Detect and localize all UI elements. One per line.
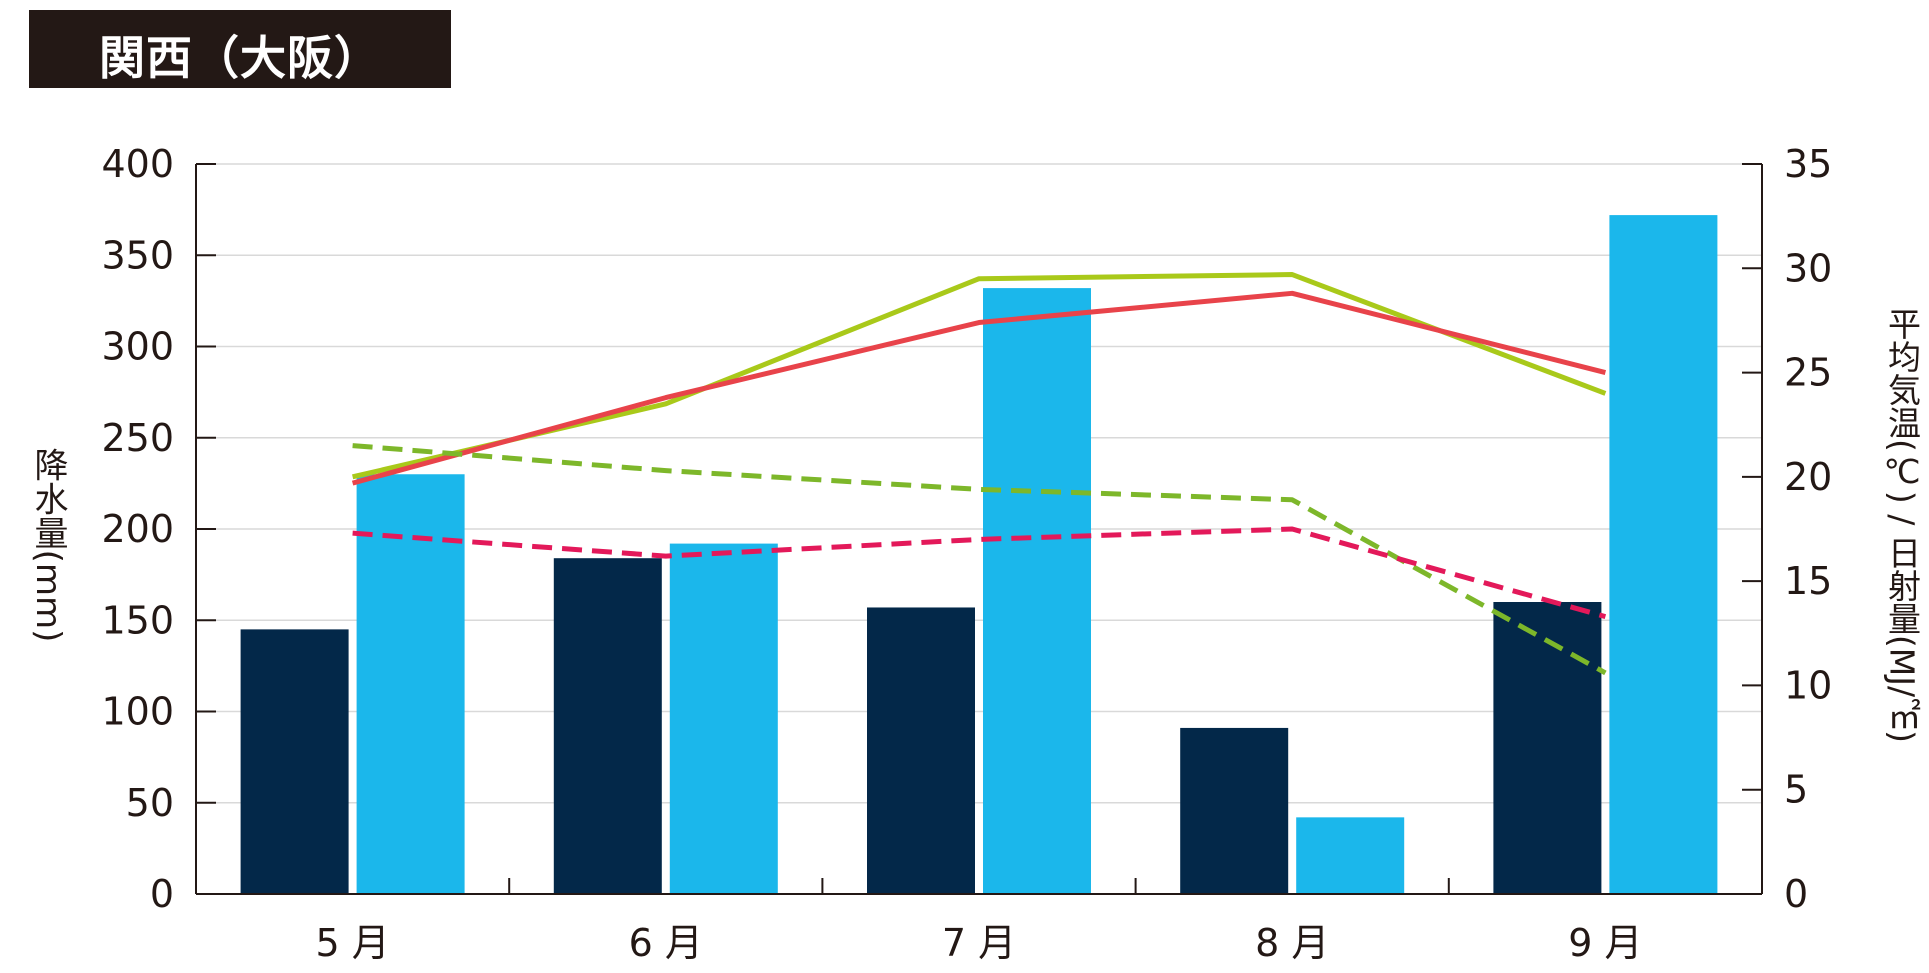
y-tick-label: 400 [101, 142, 174, 186]
bar [1180, 727, 1289, 894]
solid-series-line [352, 272, 1607, 480]
tick-labels: 0 50 100 150 200 250 300 350 400 0 5 10 15 20 25 30 35 5 … [101, 142, 1832, 965]
bar [240, 629, 349, 894]
x-category-label: 6 月 [629, 921, 703, 965]
y2-tick-label: 20 [1784, 455, 1832, 499]
y-tick-label: 50 [126, 781, 174, 825]
bar [1609, 215, 1718, 895]
dashed-series-line [352, 443, 1607, 676]
y-tick-label: 200 [101, 507, 174, 551]
dashed-series-line [352, 526, 1607, 620]
chart-title-box: 関西（大阪） [29, 10, 451, 88]
y-tick-label: 350 [101, 233, 174, 277]
solid-series-line [351, 290, 1607, 486]
axes [195, 163, 1763, 895]
bar [867, 607, 975, 894]
bar [553, 558, 662, 894]
bar [1296, 817, 1405, 894]
y2-tick-label: 15 [1784, 559, 1832, 603]
y2-tick-label: 5 [1784, 768, 1808, 812]
x-category-label: 9 月 [1568, 921, 1642, 965]
x-category-label: 8 月 [1255, 921, 1329, 965]
grid-lines [196, 163, 1762, 804]
y-tick-label: 100 [101, 690, 174, 734]
chart-title: 関西（大阪） [99, 31, 381, 85]
x-category-label: 5 月 [315, 921, 389, 965]
y2-tick-label: 0 [1784, 872, 1808, 916]
y-tick-label: 300 [101, 325, 174, 369]
y-tick-label: 250 [101, 416, 174, 460]
line-series [351, 272, 1607, 676]
bar [983, 288, 1091, 895]
bar [1493, 602, 1602, 894]
y2-tick-label: 10 [1784, 663, 1832, 707]
bar [356, 474, 465, 894]
y2-tick-label: 30 [1784, 246, 1832, 290]
y2-tick-label: 25 [1784, 351, 1832, 395]
y-axis-title: 降水量(mm) [28, 448, 68, 643]
y2-axis-title: 平均気温(℃) / 日射量(MJ/㎡) [1883, 307, 1922, 743]
y2-tick-label: 35 [1784, 142, 1832, 186]
y-tick-label: 0 [150, 872, 174, 916]
bar-series [240, 215, 1718, 895]
bar [669, 543, 778, 894]
y-tick-label: 150 [101, 598, 174, 642]
x-category-label: 7 月 [942, 921, 1016, 965]
